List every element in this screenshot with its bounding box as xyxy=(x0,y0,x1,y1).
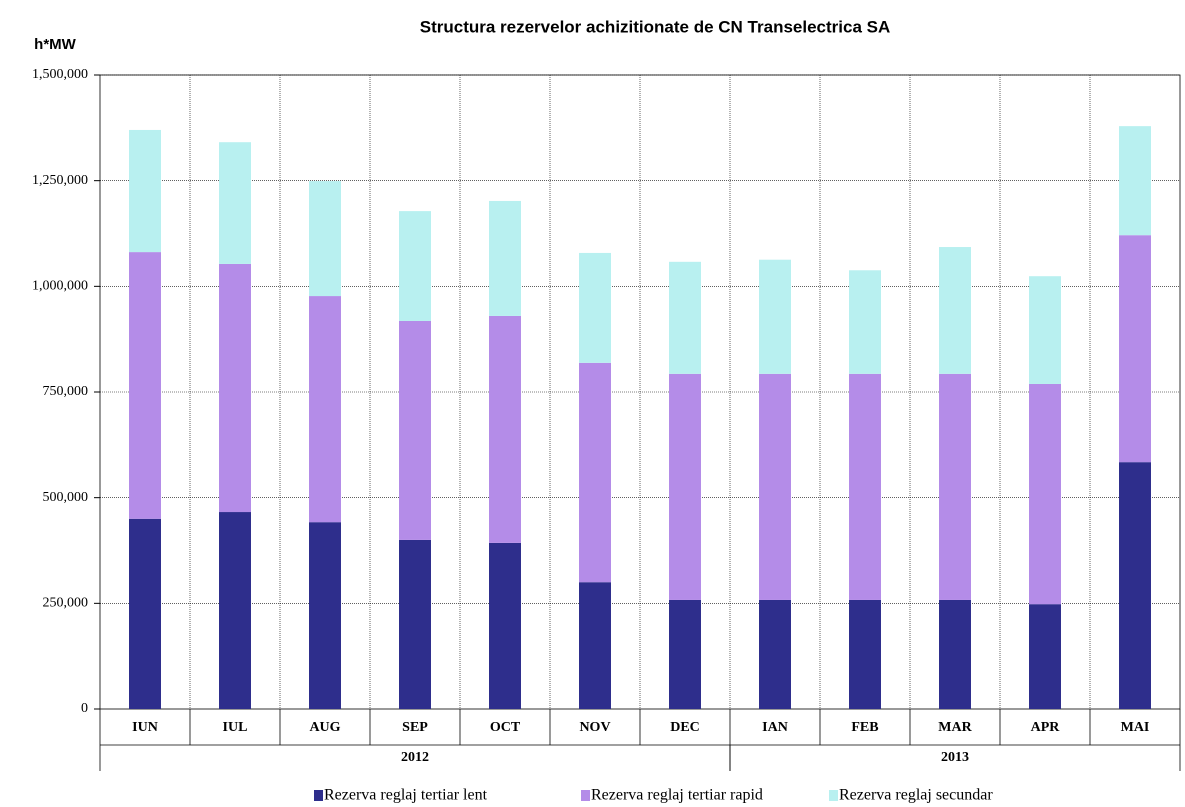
y-tick-label: 750,000 xyxy=(43,384,89,399)
x-tick-label: AUG xyxy=(309,720,340,735)
bar-segment xyxy=(489,315,521,543)
bar-segment xyxy=(939,373,971,600)
y-tick-label: 1,500,000 xyxy=(32,67,88,82)
bar-segment xyxy=(219,512,251,709)
bar-segment xyxy=(1119,462,1151,709)
x-tick-label: MAI xyxy=(1121,720,1150,735)
group-label: 2012 xyxy=(401,750,429,765)
y-tick-label: 1,250,000 xyxy=(32,173,88,188)
bar-segment xyxy=(669,373,701,600)
x-tick-label: MAR xyxy=(938,720,972,735)
bar-segment xyxy=(1029,604,1061,709)
bar-segment xyxy=(849,599,881,709)
bar-segment xyxy=(849,270,881,374)
bar-segment xyxy=(669,261,701,374)
bar-segment xyxy=(579,582,611,709)
y-axis-label: h*MW xyxy=(34,36,76,53)
bar-segment xyxy=(579,362,611,583)
bar-segment xyxy=(1029,276,1061,384)
bar-segment xyxy=(849,373,881,600)
x-tick-label: DEC xyxy=(670,720,700,735)
x-tick-label: APR xyxy=(1031,720,1061,735)
x-tick-label: FEB xyxy=(851,720,878,735)
y-tick-label: 1,000,000 xyxy=(32,279,88,294)
group-label: 2013 xyxy=(941,750,969,765)
bar-segment xyxy=(759,373,791,600)
bar-segment xyxy=(129,518,161,709)
bar-segment xyxy=(129,129,161,253)
bar-segment xyxy=(939,247,971,374)
bar-segment xyxy=(1119,235,1151,463)
bar-segment xyxy=(129,252,161,519)
bar-segment xyxy=(939,599,971,709)
y-tick-label: 250,000 xyxy=(43,596,89,611)
bar-segment xyxy=(219,142,251,264)
bar-segment xyxy=(309,522,341,709)
bar-segment xyxy=(759,259,791,374)
bar-segment xyxy=(489,542,521,709)
bar-segment xyxy=(309,296,341,523)
x-tick-label: NOV xyxy=(579,720,610,735)
bar-segment xyxy=(1029,383,1061,605)
legend-label: Rezerva reglaj tertiar lent xyxy=(324,787,488,804)
bar-segment xyxy=(399,211,431,321)
bar-segment xyxy=(1119,126,1151,236)
bar-segment xyxy=(489,200,521,316)
bar-segment xyxy=(669,599,701,709)
bar-segment xyxy=(759,599,791,709)
legend-label: Rezerva reglaj secundar xyxy=(839,787,993,804)
y-tick-label: 0 xyxy=(81,701,88,716)
y-tick-label: 500,000 xyxy=(43,490,89,505)
x-tick-label: SEP xyxy=(402,720,428,735)
bar-segment xyxy=(579,252,611,363)
legend-label: Rezerva reglaj tertiar rapid xyxy=(591,787,763,804)
legend-swatch xyxy=(829,790,838,801)
chart-title: Structura rezervelor achizitionate de CN… xyxy=(420,17,891,36)
x-tick-label: IUN xyxy=(132,720,158,735)
bar-segment xyxy=(309,181,341,297)
x-tick-label: OCT xyxy=(490,720,521,735)
legend-swatch xyxy=(581,790,590,801)
bar-segment xyxy=(219,263,251,513)
legend-swatch xyxy=(314,790,323,801)
x-tick-label: IAN xyxy=(762,720,788,735)
x-tick-label: IUL xyxy=(223,720,248,735)
bar-segment xyxy=(399,320,431,540)
bar-segment xyxy=(399,539,431,709)
